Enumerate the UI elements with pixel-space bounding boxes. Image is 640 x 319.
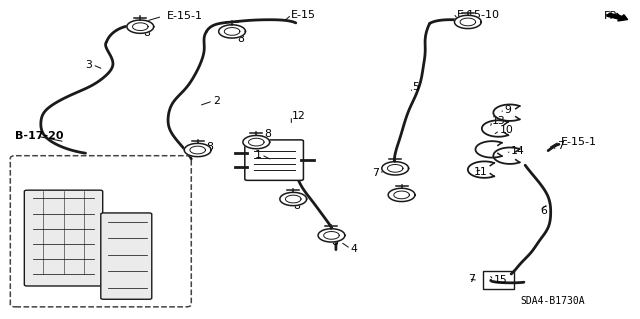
FancyBboxPatch shape (24, 190, 102, 286)
Polygon shape (454, 15, 481, 29)
Text: 8: 8 (293, 201, 300, 211)
Text: 8: 8 (207, 143, 214, 152)
Text: 15: 15 (493, 275, 507, 285)
Text: E-15-1: E-15-1 (167, 11, 203, 21)
Text: 14: 14 (511, 146, 525, 156)
Text: E-15: E-15 (291, 10, 316, 20)
Text: SDA4-B1730A: SDA4-B1730A (521, 296, 586, 306)
FancyBboxPatch shape (10, 156, 191, 307)
Text: 8: 8 (143, 28, 150, 38)
Text: 10: 10 (500, 125, 513, 135)
Text: 4: 4 (351, 244, 358, 254)
Text: B-17-20: B-17-20 (15, 131, 64, 141)
Text: 8: 8 (332, 237, 339, 247)
Polygon shape (127, 20, 154, 33)
Text: E-15-10: E-15-10 (457, 10, 500, 20)
Text: 6: 6 (540, 206, 547, 216)
FancyArrow shape (607, 13, 628, 21)
Text: 7: 7 (468, 274, 476, 284)
Text: 8: 8 (237, 34, 244, 44)
Polygon shape (219, 25, 246, 38)
FancyBboxPatch shape (245, 140, 303, 180)
Text: E-15-1: E-15-1 (561, 137, 597, 147)
Text: 1: 1 (255, 150, 261, 160)
Text: 5: 5 (412, 82, 419, 93)
Polygon shape (280, 192, 307, 206)
Polygon shape (184, 143, 211, 157)
FancyBboxPatch shape (100, 213, 152, 299)
Text: 12: 12 (291, 111, 305, 121)
Text: 3: 3 (86, 60, 93, 70)
Text: 11: 11 (474, 167, 488, 176)
Text: 2: 2 (213, 96, 220, 106)
Polygon shape (382, 162, 408, 175)
Text: 13: 13 (492, 116, 506, 126)
Text: 8: 8 (264, 129, 271, 138)
Text: FR.: FR. (604, 11, 621, 21)
Polygon shape (243, 136, 269, 149)
Polygon shape (318, 229, 345, 242)
Text: 9: 9 (505, 105, 511, 115)
Text: 7: 7 (372, 168, 379, 178)
Polygon shape (388, 188, 415, 202)
Text: 7: 7 (557, 141, 564, 151)
